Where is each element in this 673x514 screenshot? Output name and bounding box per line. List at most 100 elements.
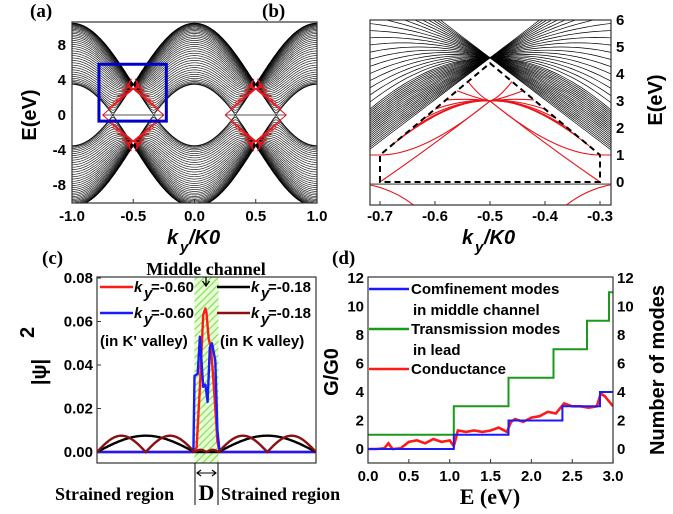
band-line [370,57,491,124]
legend-value: =-0.18 [268,279,311,296]
band-line [370,57,491,96]
band-line [489,57,611,145]
band-line [72,60,317,89]
band-line [72,145,317,182]
band-line [489,57,611,143]
band-line [370,46,491,59]
band-line [385,20,491,59]
y-tick-label: 10 [347,299,364,316]
band-line [489,37,611,59]
band-line [72,140,317,168]
panel-a-plot [72,22,317,203]
band-line [370,56,491,89]
band-line [489,57,611,111]
band-line [489,20,548,59]
band-line [413,20,491,59]
band-line [370,57,491,112]
band-line [427,20,491,59]
band-line [72,119,317,147]
legend-label: Transmission modes [411,321,560,338]
series-line [368,391,613,451]
confined-mode-line [255,88,287,116]
band-line [370,49,491,60]
legend-sub: y [143,311,153,328]
legend-k: k [134,305,143,322]
wavefunction-curve [97,335,316,454]
band-line [370,57,491,120]
band-line [489,57,611,137]
confined-mode-line [255,87,268,91]
legend-sub: y [260,311,270,328]
legend-value: =-0.18 [268,305,311,322]
confined-mode-line [390,100,491,147]
band-line [72,115,317,147]
band-line [72,28,317,85]
panel-b-plot [370,20,611,205]
band-line [72,42,317,85]
wavefunction-curve [97,434,316,454]
band-line [489,57,611,121]
band-line [489,46,611,59]
band-line [489,57,611,149]
x-tick-label: 2.0 [521,468,542,485]
band-line [72,145,317,188]
band-line [489,57,611,125]
band-line [72,128,317,153]
band-line [489,57,611,115]
panel-d-ylabel-right: Number of modes [647,285,669,455]
legend-sub: y [260,285,270,302]
y-tick-label-right: 2 [617,413,625,430]
channel-width-marker: D [194,463,219,505]
confined-mode-line [102,88,134,116]
panel-b-xlabel: k y /K0 [462,227,515,256]
legend-value: =-0.60 [151,279,194,296]
band-line [72,142,317,173]
band-line [72,71,317,96]
band-line [72,73,317,98]
band-line [72,77,317,102]
y-tick-label-right: 6 [617,356,625,373]
confined-mode-line [102,114,134,142]
confined-mode-line [121,139,134,143]
zoom-region-box [97,62,168,123]
valley-note-k: (in K valley) [220,333,304,350]
band-line [72,130,317,154]
band-line [370,57,491,146]
band-line [72,76,317,100]
confined-mode-line [132,88,165,116]
xlabel-k: k [167,227,179,249]
panel-b-ylabel: E(eV) [645,74,667,125]
band-line [489,57,611,129]
y-tick-label-right: 8 [617,327,625,344]
confined-mode-line [133,139,145,143]
band-line [489,20,567,59]
band-line [489,54,611,75]
band-line [370,57,491,132]
panel-b-label: (b) [262,1,285,22]
band-line [370,57,491,142]
band-line [489,30,611,59]
band-line [489,57,611,141]
panel-c-legend: k y=-0.60 k y=-0.18k y=-0.60 k y=-0.18 [100,279,311,328]
confined-mode-line [244,87,256,91]
band-line [370,57,491,110]
legend-label: Comfinement modes [411,281,559,298]
y-tick-label: 0.04 [64,357,94,374]
panel-a-ylabel: E(eV) [19,89,41,140]
legend-sub: y [143,285,153,302]
band-line [489,57,611,133]
band-line [72,67,317,93]
band-line [72,62,317,90]
band-line [72,143,317,175]
band-line [76,145,313,203]
panel-d-label: (d) [332,248,355,269]
x-tick-label: -1.0 [59,208,85,225]
y-tick-label-right: 10 [617,299,634,316]
x-tick-label: -0.5 [477,208,503,225]
double-arrow-icon [196,469,217,477]
legend-k: k [134,279,143,296]
panel-c-plot [97,307,316,454]
band-line [72,145,317,197]
y-tick-label: -4 [53,142,67,159]
